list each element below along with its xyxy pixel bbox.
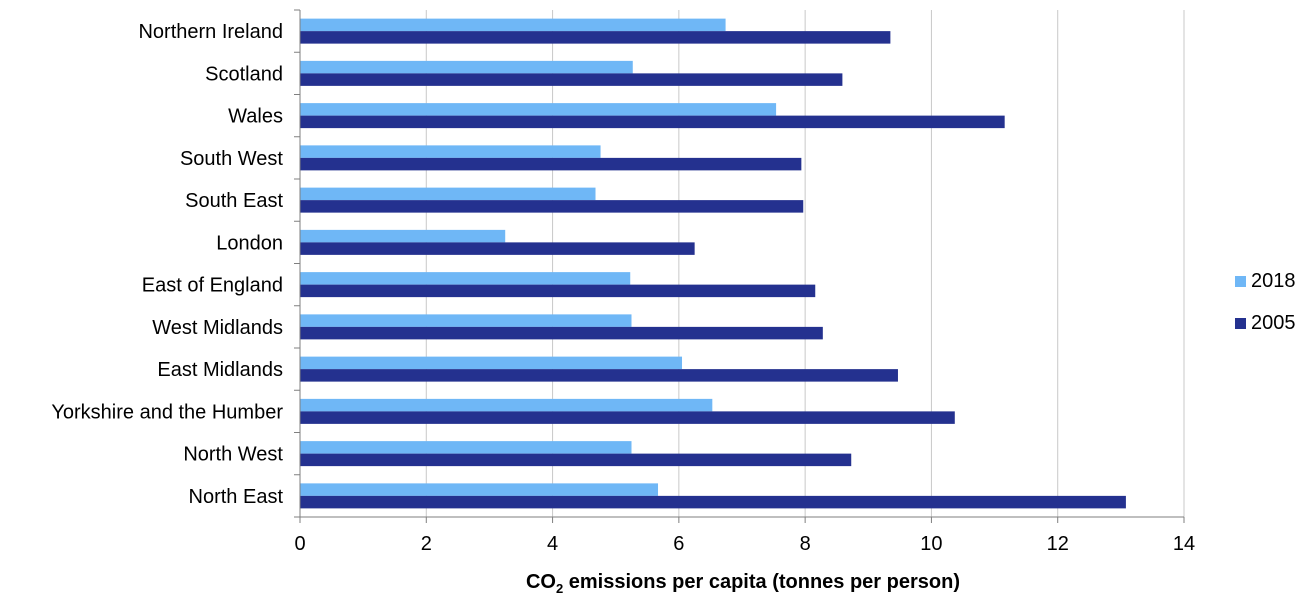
- bars: [300, 18, 1126, 509]
- legend-swatch-2005: [1235, 318, 1246, 329]
- bar-2005-east-midlands: [300, 369, 898, 382]
- bar-2018-east-of-england: [300, 272, 631, 285]
- bar-2005-east-of-england: [300, 284, 816, 298]
- bar-2005-london: [300, 242, 695, 255]
- category-label: South West: [180, 148, 283, 170]
- bar-2018-north-west: [300, 441, 632, 454]
- legend-label-2018: 2018: [1251, 270, 1296, 292]
- bar-2018-scotland: [300, 60, 633, 74]
- bar-2005-north-west: [300, 453, 852, 467]
- bar-2018-west-midlands: [300, 314, 632, 327]
- x-axis-title: CO2 emissions per capita (tonnes per per…: [526, 571, 960, 596]
- x-tick-label: 8: [800, 533, 811, 555]
- category-label: East of England: [142, 275, 283, 297]
- category-label: Scotland: [205, 63, 283, 85]
- x-tick-label: 14: [1173, 533, 1195, 555]
- bar-2005-scotland: [300, 73, 843, 86]
- bar-2018-east-midlands: [300, 356, 683, 370]
- bar-2005-northern-ireland: [300, 31, 891, 44]
- bar-2018-north-east: [300, 483, 659, 496]
- category-label: South East: [185, 190, 283, 212]
- legend: 2018 2005: [1235, 270, 1296, 334]
- x-tick-label: 12: [1047, 533, 1069, 555]
- x-tick-label: 2: [421, 533, 432, 555]
- bar-2018-south-east: [300, 187, 596, 201]
- bar-2018-northern-ireland: [300, 18, 726, 32]
- x-tick-label: 4: [547, 533, 558, 555]
- bar-2018-london: [300, 229, 506, 243]
- bar-2005-yorkshire-and-the-humber: [300, 411, 955, 424]
- bar-2018-wales: [300, 103, 777, 116]
- bar-2018-yorkshire-and-the-humber: [300, 398, 713, 412]
- category-label: Yorkshire and the Humber: [51, 401, 283, 423]
- category-label: London: [216, 232, 283, 254]
- bar-2005-west-midlands: [300, 326, 823, 340]
- category-label: West Midlands: [152, 317, 283, 339]
- category-label: North East: [189, 486, 284, 508]
- bar-2005-south-west: [300, 157, 802, 171]
- category-label: North West: [183, 444, 283, 466]
- category-label: Wales: [228, 106, 283, 128]
- x-tick-labels: 0 2 4 6 8 10 12 14: [294, 533, 1195, 555]
- x-tick-label: 0: [294, 533, 305, 555]
- x-axis-title-subscript: 2: [556, 581, 563, 596]
- x-tick-label: 10: [920, 533, 942, 555]
- x-axis-title-main: CO: [526, 571, 556, 593]
- x-axis-title-rest: emissions per capita (tonnes per person): [563, 571, 960, 593]
- legend-label-2005: 2005: [1251, 312, 1296, 334]
- bar-2005-south-east: [300, 200, 804, 213]
- gridlines: [425, 10, 1185, 517]
- x-tick-label: 6: [673, 533, 684, 555]
- bar-2005-north-east: [300, 495, 1126, 509]
- category-labels: North East North West Yorkshire and the Hu…: [51, 21, 283, 508]
- category-label: East Midlands: [157, 359, 283, 381]
- legend-swatch-2018: [1235, 276, 1246, 287]
- category-label: Northern Ireland: [138, 21, 283, 43]
- bar-2005-wales: [300, 115, 1005, 129]
- axes: [294, 9, 1185, 523]
- bar-2018-south-west: [300, 145, 601, 158]
